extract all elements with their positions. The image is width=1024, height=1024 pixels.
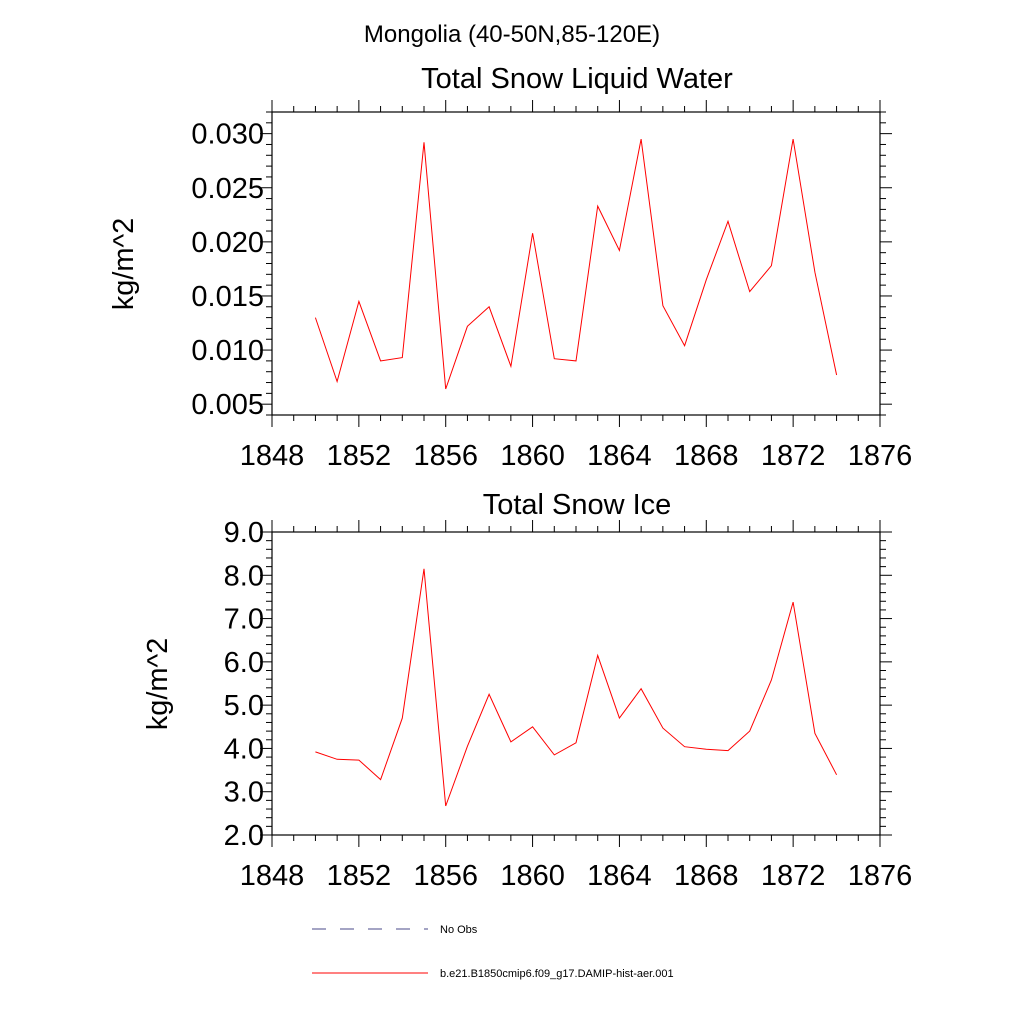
x-tick-label: 1852 [327, 440, 392, 472]
legend: No Obs b.e21.B1850cmip6.f09_g17.DAMIP-hi… [312, 924, 674, 980]
x-tick-label: 1876 [848, 440, 913, 472]
y-tick-label: 0.025 [191, 173, 264, 205]
snow-ice-chart-title: Total Snow Ice [483, 489, 672, 521]
snow-liquid-water-series-line [314, 139, 838, 390]
x-tick-label: 1860 [500, 440, 565, 472]
x-tick-label: 1864 [587, 860, 652, 892]
snow-ice-y-axis-label: kg/m^2 [142, 638, 174, 731]
y-tick-label: 6.0 [224, 647, 264, 679]
x-tick-label: 1848 [240, 440, 305, 472]
snow-ice-series [315, 568, 838, 807]
legend-label-model-run: b.e21.B1850cmip6.f09_g17.DAMIP-hist-aer.… [440, 968, 674, 980]
snow-liquid-water-chart-title: Total Snow Liquid Water [421, 63, 733, 95]
snow-liquid-water-chart: Total Snow Liquid Water kg/m^2 1848 1852 1… [108, 63, 912, 472]
snow-liquid-water-ticks: 1848 1852 1856 1860 1864 1868 1872 1876 0.005 0.0… [191, 100, 912, 472]
snow-ice-chart: Total Snow Ice kg/m^2 1848 1852 1856 1860 18… [142, 489, 912, 892]
x-tick-label: 1868 [674, 860, 739, 892]
snow-ice-plot-frame [271, 531, 881, 836]
snow-liquid-water-plot-frame [271, 111, 881, 416]
legend-label-no-obs: No Obs [440, 924, 478, 936]
x-tick-label: 1848 [240, 860, 305, 892]
y-tick-label: 0.015 [191, 281, 264, 313]
y-tick-label: 5.0 [224, 690, 264, 722]
snow-liquid-water-series [314, 139, 838, 390]
x-tick-label: 1856 [413, 860, 478, 892]
y-tick-label: 0.020 [191, 227, 264, 259]
x-tick-label: 1876 [848, 860, 913, 892]
y-tick-label: 2.0 [224, 820, 264, 852]
legend-item-no-obs: No Obs [312, 924, 478, 936]
x-tick-label: 1872 [761, 440, 826, 472]
y-tick-label: 9.0 [224, 517, 264, 549]
y-tick-label: 0.010 [191, 335, 264, 367]
legend-item-model-run: b.e21.B1850cmip6.f09_g17.DAMIP-hist-aer.… [312, 968, 674, 980]
snow-liquid-water-y-axis-label: kg/m^2 [108, 218, 140, 311]
y-tick-label: 3.0 [224, 777, 264, 809]
x-tick-label: 1856 [413, 440, 478, 472]
x-tick-label: 1852 [327, 860, 392, 892]
snow-ice-series-line [315, 568, 838, 807]
y-tick-label: 8.0 [224, 560, 264, 592]
x-tick-label: 1872 [761, 860, 826, 892]
figure-title: Mongolia (40-50N,85-120E) [364, 21, 660, 48]
x-tick-label: 1868 [674, 440, 739, 472]
y-tick-label: 4.0 [224, 733, 264, 765]
x-tick-label: 1864 [587, 440, 652, 472]
y-tick-label: 0.030 [191, 119, 264, 151]
y-tick-label: 0.005 [191, 389, 264, 421]
y-tick-label: 7.0 [224, 604, 264, 636]
x-tick-label: 1860 [500, 860, 565, 892]
snow-ice-ticks: 1848 1852 1856 1860 1864 1868 1872 1876 2.0 3.0 4.… [224, 517, 913, 892]
